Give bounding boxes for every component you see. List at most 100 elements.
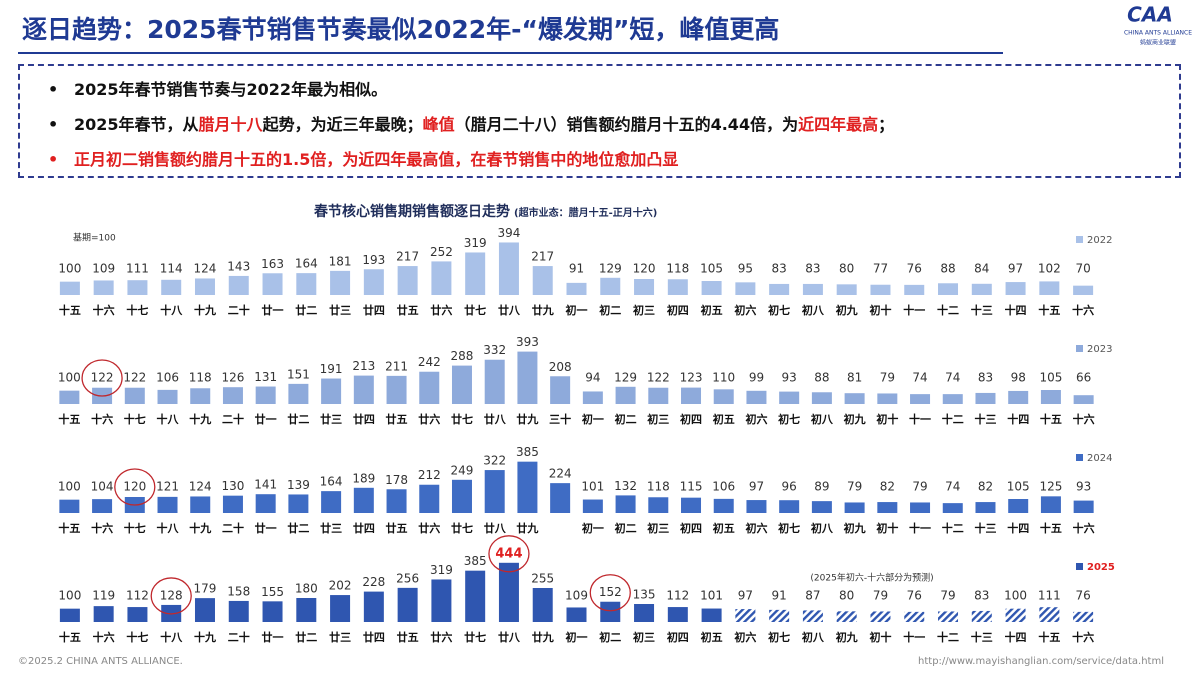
value-label: 105	[1039, 371, 1062, 385]
bar	[769, 283, 790, 295]
x-tick-label: 廿五	[397, 303, 419, 317]
bar	[397, 587, 418, 622]
value-label: 93	[782, 371, 797, 385]
x-tick-label: 十一	[909, 412, 931, 426]
annotation: (2025年初六-十六部分为预测)	[810, 572, 933, 584]
bar	[330, 270, 351, 295]
legend-label: 2023	[1087, 344, 1112, 355]
x-tick-label: 廿九	[532, 630, 554, 644]
bar	[255, 386, 276, 404]
x-tick-label: 十五	[58, 521, 80, 535]
bar	[975, 392, 996, 404]
value-label: 106	[712, 480, 735, 494]
value-label: 126	[222, 371, 245, 385]
bar	[228, 275, 249, 295]
value-label: 95	[738, 262, 753, 276]
x-tick-label: 廿九	[516, 412, 538, 426]
value-label: 109	[565, 589, 588, 603]
bullet: • 2025年春节销售节奏与2022年最为相似。	[48, 72, 1179, 107]
value-label: 120	[633, 262, 656, 276]
bar	[190, 496, 211, 513]
bar	[942, 394, 963, 404]
value-label: 66	[1076, 371, 1091, 385]
bullet-text: （腊月二十八）销售额约腊月十五的4.44倍，为	[454, 115, 799, 134]
bar	[648, 387, 669, 404]
value-label: 385	[464, 554, 487, 568]
value-label: 217	[396, 250, 419, 264]
x-tick-label: 廿八	[484, 412, 507, 426]
x-tick-label: 十七	[126, 630, 148, 644]
bar	[127, 607, 148, 622]
x-tick-label: 二十	[228, 630, 250, 644]
x-tick-label: 廿六	[430, 630, 452, 644]
x-tick-label: 十四	[1007, 521, 1029, 535]
bar	[127, 280, 148, 295]
footer-right: http://www.mayishanglian.com/service/dat…	[918, 656, 1164, 667]
x-tick-label: 初七	[778, 521, 800, 535]
x-tick-label: 廿四	[353, 412, 375, 426]
x-tick-label: 廿五	[386, 521, 408, 535]
x-tick-label: 十三	[971, 630, 993, 644]
bar	[870, 611, 891, 622]
highlight-circle	[81, 359, 123, 397]
bar	[746, 390, 767, 404]
x-tick-label: 初四	[667, 630, 689, 644]
x-tick-label: 十四	[1007, 412, 1029, 426]
bullet-text: 2025年春节，从	[74, 115, 199, 134]
x-tick-label: 廿一	[262, 630, 284, 644]
value-label: 93	[1076, 480, 1091, 494]
chart-subtitle: (超市业态：腊月十五-正月十六)	[514, 206, 657, 219]
value-label: 100	[1004, 589, 1027, 603]
x-tick-label: 廿七	[464, 630, 486, 644]
bar	[321, 378, 342, 404]
bar	[582, 391, 603, 404]
bar	[701, 608, 722, 622]
value-label: 76	[1075, 589, 1090, 603]
x-tick-label: 十九	[194, 630, 216, 644]
value-label: 181	[329, 254, 352, 268]
bar	[363, 269, 384, 295]
value-label: 83	[974, 589, 989, 603]
x-tick-label: 三十	[549, 412, 571, 426]
bar	[532, 266, 553, 295]
legend-swatch	[1076, 345, 1083, 352]
bar	[667, 279, 688, 295]
bar	[157, 389, 178, 404]
bar	[451, 479, 472, 513]
x-tick-label: 初二	[599, 303, 621, 317]
bar	[735, 609, 756, 622]
bar	[904, 611, 925, 622]
x-tick-label: 廿四	[363, 303, 385, 317]
x-tick-label: 廿七	[451, 412, 473, 426]
value-label: 129	[599, 261, 622, 275]
value-label: 101	[700, 589, 723, 603]
bar	[1039, 607, 1060, 622]
value-label: 255	[531, 572, 554, 586]
x-tick-label: 十八	[160, 630, 183, 644]
value-label: 105	[700, 262, 723, 276]
x-tick-label: 十六	[1072, 303, 1094, 317]
highlight-circle	[150, 577, 192, 615]
x-tick-label: 十六	[93, 630, 115, 644]
value-label: 178	[385, 473, 408, 487]
x-tick-label: 廿二	[295, 303, 317, 317]
bar	[836, 284, 857, 295]
bar	[1040, 390, 1061, 404]
x-tick-label: 廿三	[329, 630, 351, 644]
bar	[802, 283, 823, 295]
bar	[262, 273, 283, 295]
value-label: 88	[940, 262, 955, 276]
value-label: 213	[352, 359, 375, 373]
bar	[910, 502, 931, 513]
bar	[1008, 390, 1029, 404]
value-label: 164	[320, 475, 343, 489]
bar	[431, 261, 452, 295]
bar	[386, 375, 407, 404]
value-label: 119	[92, 589, 115, 603]
bar	[802, 610, 823, 622]
x-tick-label: 初二	[599, 630, 621, 644]
x-tick-label: 二十	[228, 303, 250, 317]
bar	[634, 279, 655, 295]
bar	[190, 388, 211, 404]
bar	[386, 489, 407, 513]
